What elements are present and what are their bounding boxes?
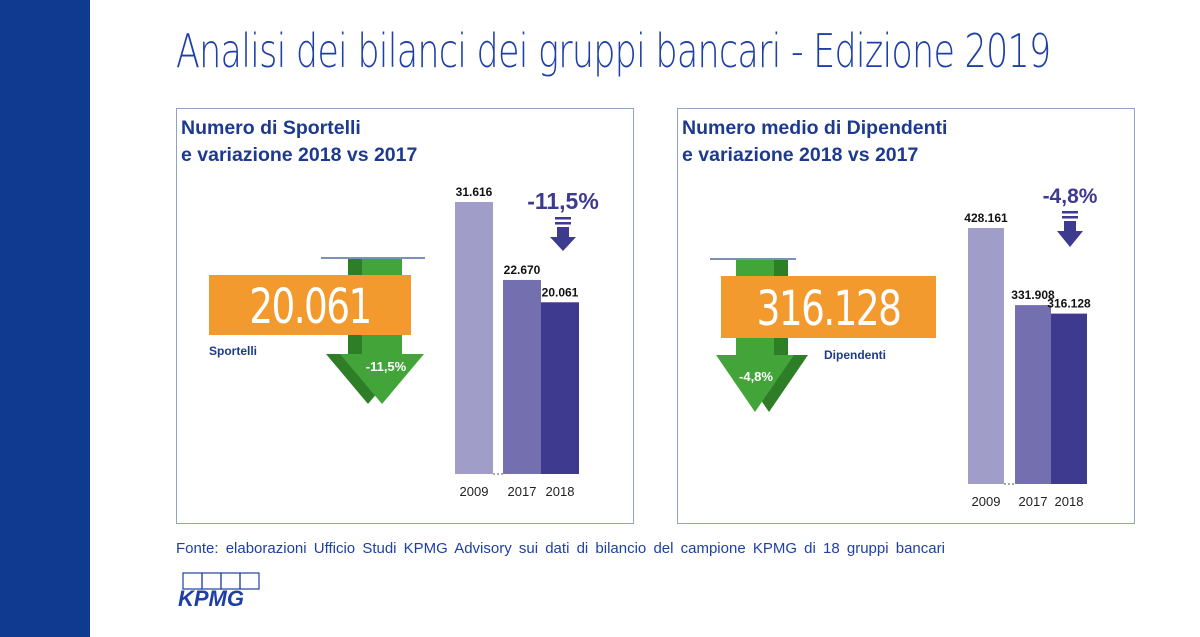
data-label-2018: 20.061 bbox=[542, 285, 579, 299]
tick-label-2017: 2017 bbox=[1019, 494, 1048, 509]
panel-title-line2: e variazione 2018 vs 2017 bbox=[181, 144, 418, 166]
equal-mark-bottom bbox=[1062, 216, 1078, 219]
data-label-2017: 331.908 bbox=[1011, 288, 1055, 302]
panel-title-line1: Numero di Sportelli bbox=[181, 117, 361, 139]
bar-2018 bbox=[541, 302, 579, 474]
page-title: Analisi dei bilanci dei gruppi bancari -… bbox=[176, 24, 1051, 78]
arrow-pct-label: -4,8% bbox=[739, 369, 773, 384]
data-label-2018: 316.128 bbox=[1047, 297, 1091, 311]
panel-title-line1: Numero medio di Dipendenti bbox=[682, 117, 948, 139]
orange-plate bbox=[209, 275, 411, 335]
data-label-2009: 31.616 bbox=[456, 185, 493, 199]
orange-plate bbox=[721, 276, 936, 338]
bar-2009 bbox=[968, 228, 1004, 484]
big-number-label: Sportelli bbox=[209, 344, 257, 358]
tick-label-2017: 2017 bbox=[508, 484, 537, 499]
equal-mark-top bbox=[1062, 211, 1078, 214]
panel-dipendenti: Numero medio di Dipendenti e variazione … bbox=[677, 108, 1135, 524]
chart-sportelli: 20.061 Sportelli -11,5% 31.616 2009 22.670 201… bbox=[209, 185, 599, 499]
data-label-2017: 22.670 bbox=[504, 263, 541, 277]
tick-label-2018: 2018 bbox=[1055, 494, 1084, 509]
source-note: Fonte: elaborazioni Ufficio Studi KPMG A… bbox=[176, 540, 945, 557]
panel-sportelli: Numero di Sportelli e variazione 2018 vs… bbox=[176, 108, 634, 524]
big-number-value: 316.128 bbox=[757, 282, 901, 338]
bar-2017 bbox=[503, 279, 541, 474]
bar-2017 bbox=[1015, 305, 1051, 484]
panel-title: Numero di Sportelli e variazione 2018 vs… bbox=[181, 115, 417, 169]
panel-title: Numero medio di Dipendenti e variazione … bbox=[682, 115, 947, 169]
down-arrow-icon bbox=[550, 227, 576, 251]
chart-dipendenti: 316.128 Dipendenti -4,8% 428.161 2009 331.908… bbox=[710, 185, 1098, 509]
equal-mark-bottom bbox=[555, 222, 571, 225]
bar-2018 bbox=[1051, 313, 1087, 484]
data-label-2009: 428.161 bbox=[964, 211, 1008, 225]
sidebar-band bbox=[0, 0, 90, 637]
logo-text: KPMG bbox=[178, 586, 244, 611]
bar-2009 bbox=[455, 202, 493, 474]
headline-pct: -4,8% bbox=[1043, 185, 1098, 208]
panel-title-line2: e variazione 2018 vs 2017 bbox=[682, 144, 919, 166]
big-number-label: Dipendenti bbox=[824, 348, 886, 362]
tick-label-2009: 2009 bbox=[460, 484, 489, 499]
down-arrow-icon bbox=[1057, 221, 1083, 247]
kpmg-logo: KPMG bbox=[178, 572, 260, 611]
tick-label-2018: 2018 bbox=[546, 484, 575, 499]
tick-label-2009: 2009 bbox=[972, 494, 1001, 509]
headline-pct: -11,5% bbox=[527, 188, 599, 214]
arrow-pct-label: -11,5% bbox=[366, 359, 407, 374]
equal-mark-top bbox=[555, 217, 571, 220]
big-number-value: 20.061 bbox=[249, 280, 371, 336]
